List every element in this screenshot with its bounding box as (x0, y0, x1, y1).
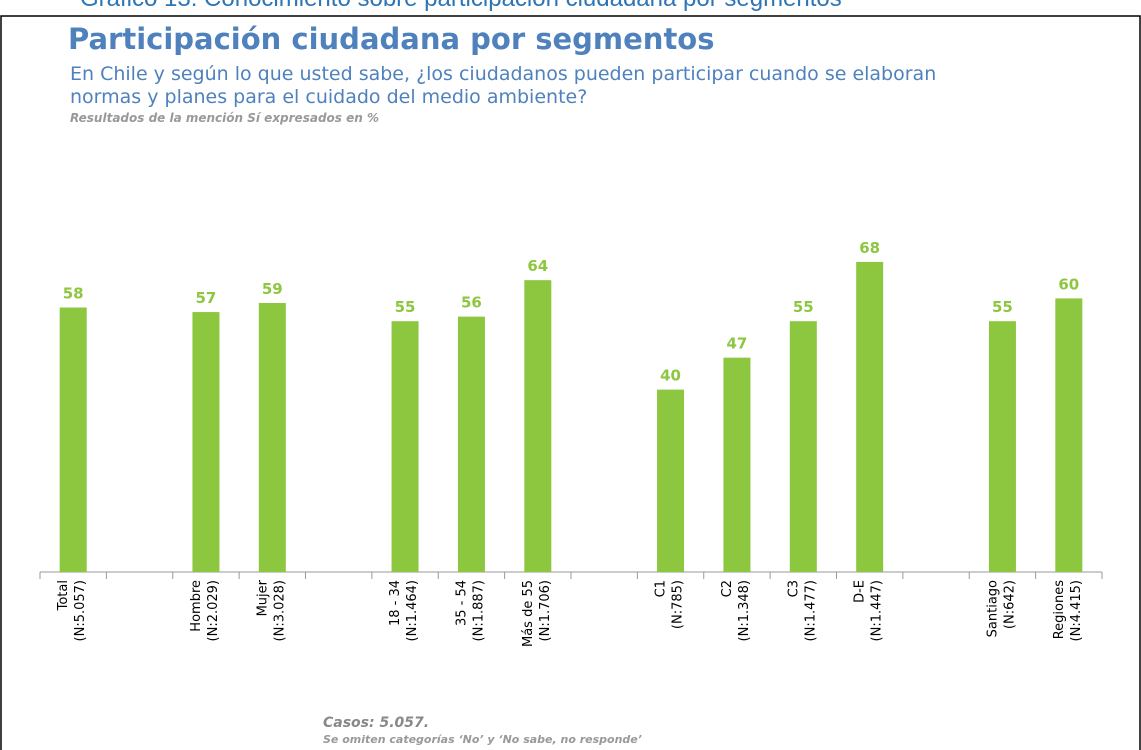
x-tick-label: (N:642) (1002, 580, 1017, 629)
value-label: 58 (63, 285, 84, 303)
bar (524, 280, 552, 572)
x-tick-label: (N:1.887) (471, 580, 486, 641)
x-tick-label: (N:3.028) (272, 580, 287, 641)
x-tick-label: (N:1.706) (538, 580, 553, 641)
value-label: 55 (395, 298, 416, 316)
value-label: 64 (527, 257, 548, 275)
bar (192, 312, 220, 572)
x-tick-label: 35 - 54 (454, 580, 469, 626)
x-tick-label: C1 (654, 580, 669, 597)
x-tick-label: (N:2.029) (206, 580, 221, 641)
x-tick-label: Regiones (1052, 580, 1067, 640)
x-tick-label: C3 (786, 580, 801, 597)
frame (0, 15, 1141, 750)
bar (258, 302, 286, 572)
x-tick-label: 18 - 34 (388, 580, 403, 626)
value-label: 68 (859, 239, 880, 257)
x-tick-label: (N:785) (671, 580, 686, 629)
subtitle: En Chile y según lo que usted sabe, ¿los… (70, 63, 936, 85)
x-tick-label: Total (56, 580, 71, 611)
bar (1055, 298, 1083, 572)
note: Resultados de la mención Sí expresados e… (70, 111, 379, 125)
bar (391, 321, 419, 572)
x-tick-label: (N:1.447) (870, 580, 885, 641)
x-tick-label: (N:5.057) (73, 580, 88, 641)
bar (988, 321, 1016, 572)
bar (723, 357, 751, 572)
value-label: 56 (461, 294, 482, 312)
bar (789, 321, 817, 572)
bar (457, 316, 485, 572)
value-label: 59 (262, 280, 283, 298)
chart-title: Participación ciudadana por segmentos (68, 22, 715, 56)
x-tick-label: (N:4.415) (1069, 580, 1084, 641)
bar (856, 261, 884, 572)
caption: Gráfico 13: Conocimiento sobre participa… (80, 0, 842, 12)
value-label: 47 (727, 335, 748, 353)
value-label: 55 (793, 298, 814, 316)
x-tick-label: Santiago (985, 580, 1000, 637)
x-tick-label: (N:1.477) (803, 580, 818, 641)
bar (59, 307, 87, 572)
footer: Se omiten categorías ‘No’ y ‘No sabe, no… (323, 733, 642, 746)
x-tick-label: Más de 55 (521, 580, 536, 647)
x-tick-label: D-E (853, 580, 868, 603)
footer: Casos: 5.057. (323, 715, 429, 731)
subtitle: normas y planes para el cuidado del medi… (70, 86, 587, 108)
value-label: 57 (196, 289, 217, 307)
x-tick-label: (N:1.464) (405, 580, 420, 641)
x-tick-label: Hombre (189, 580, 204, 632)
value-label: 55 (992, 298, 1013, 316)
value-label: 60 (1058, 275, 1079, 293)
value-label: 40 (660, 367, 681, 385)
bar (657, 389, 685, 572)
x-tick-label: (N:1.348) (737, 580, 752, 641)
x-tick-label: C2 (720, 580, 735, 597)
x-tick-label: Mujer (255, 579, 270, 616)
